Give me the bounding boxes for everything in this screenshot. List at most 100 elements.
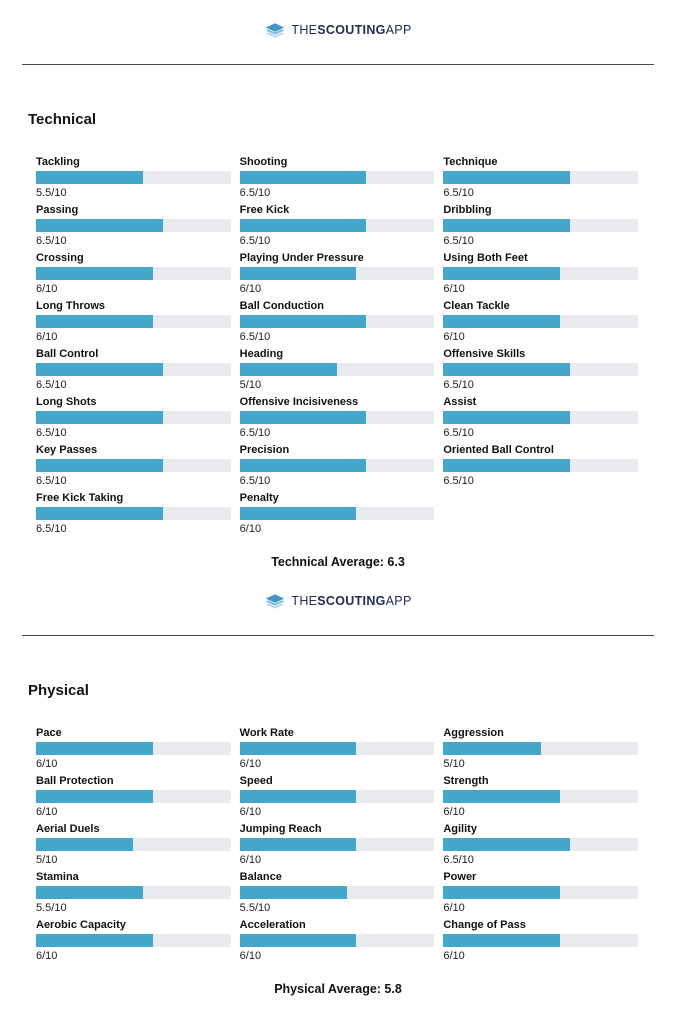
skill-label: Power [443, 871, 477, 883]
skill-bar-fill [239, 934, 357, 947]
section-title-technical: Technical [28, 111, 97, 128]
skill-bar-fill [36, 790, 153, 803]
skill-label: Key Passes [36, 444, 98, 456]
skill-value: 6.5/10 [443, 854, 474, 866]
brand-name: THESCOUTINGAPP [291, 594, 412, 608]
skill-bar-fill [239, 459, 367, 472]
skill-bar-fill [36, 507, 163, 520]
skill-bar-track [36, 742, 231, 755]
skill-row: Agility 6.5/10 [443, 822, 638, 867]
skill-label: Clean Tackle [443, 300, 510, 312]
skill-row: Ball Protection 6/10 [36, 774, 231, 819]
skill-row: Ball Control 6.5/10 [36, 347, 231, 392]
skill-value: 5/10 [239, 379, 262, 391]
skill-row: Key Passes 6.5/10 [36, 443, 231, 488]
skill-label: Stamina [36, 871, 79, 883]
skill-label: Strength [443, 775, 489, 787]
skill-label: Offensive Incisiveness [239, 396, 359, 408]
skill-bar-fill [36, 267, 153, 280]
skill-bar-fill [443, 171, 570, 184]
skill-bar-fill [443, 267, 561, 280]
skills-column: Aggression 5/10 Strength 6/10 Agility 6.5/10 P… [443, 726, 638, 966]
skill-bar-fill [443, 363, 570, 376]
skill-row: Penalty 6/10 [239, 491, 435, 536]
skill-label: Speed [239, 775, 273, 787]
skills-column: Shooting 6.5/10 Free Kick 6.5/10 Playing Und… [239, 155, 435, 539]
section-technical: Technical Tackling 5.5/10 Passing 6.5/10 Cro… [0, 111, 676, 569]
skill-row: Precision 6.5/10 [239, 443, 435, 488]
section-physical: Physical Pace 6/10 Ball Protection 6/10 Aeri… [0, 682, 676, 996]
skill-label: Penalty [239, 492, 279, 504]
skill-label: Work Rate [239, 727, 294, 739]
skill-row: Long Throws 6/10 [36, 299, 231, 344]
skill-value: 6.5/10 [443, 379, 474, 391]
skill-row: Ball Conduction 6.5/10 [239, 299, 435, 344]
skill-label: Free Kick [239, 204, 290, 216]
skill-row: Balance 5.5/10 [239, 870, 435, 915]
skill-bar-fill [36, 219, 163, 232]
skills-column: Work Rate 6/10 Speed 6/10 Jumping Reach 6/10 B… [239, 726, 435, 966]
skill-bar-track [239, 507, 435, 520]
skill-bar-track [443, 934, 638, 947]
skill-label: Assist [443, 396, 477, 408]
skill-bar-track [443, 886, 638, 899]
skill-value: 5/10 [443, 758, 465, 770]
skill-bar-fill [36, 838, 134, 851]
skill-bar-fill [36, 459, 163, 472]
skill-bar-track [36, 411, 231, 424]
skill-bar-track [443, 838, 638, 851]
skill-row: Pace 6/10 [36, 726, 231, 771]
skill-bar-track [36, 934, 231, 947]
skill-row: Assist 6.5/10 [443, 395, 638, 440]
skill-bar-fill [443, 934, 561, 947]
skill-label: Long Throws [36, 300, 106, 312]
skill-value: 6/10 [239, 523, 262, 535]
skill-value: 6/10 [443, 283, 465, 295]
skill-bar-fill [239, 886, 347, 899]
skill-label: Aerial Duels [36, 823, 100, 835]
skill-value: 6/10 [36, 950, 58, 962]
physical-skills-grid: Pace 6/10 Ball Protection 6/10 Aerial Duels 5… [36, 726, 638, 966]
skill-row: Technique 6.5/10 [443, 155, 638, 200]
skill-bar-track [443, 267, 638, 280]
skill-value: 6.5/10 [443, 427, 474, 439]
skill-bar-track [443, 219, 638, 232]
skill-bar-fill [239, 411, 367, 424]
skill-bar-track [36, 507, 231, 520]
skill-bar-fill [443, 411, 570, 424]
skill-label: Shooting [239, 156, 288, 168]
skill-row: Crossing 6/10 [36, 251, 231, 296]
skill-bar-track [239, 315, 435, 328]
skill-bar-fill [239, 171, 367, 184]
skill-bar-fill [443, 315, 561, 328]
skill-row: Using Both Feet 6/10 [443, 251, 638, 296]
app-logo-header: THESCOUTINGAPP [0, 20, 676, 40]
skill-value: 6/10 [36, 806, 58, 818]
skill-value: 6.5/10 [239, 427, 271, 439]
skill-value: 6/10 [36, 758, 58, 770]
skill-label: Ball Control [36, 348, 99, 360]
skill-row: Oriented Ball Control 6.5/10 [443, 443, 638, 488]
skill-bar-fill [36, 315, 153, 328]
skill-bar-fill [36, 411, 163, 424]
skill-bar-track [239, 267, 435, 280]
skill-bar-fill [239, 219, 367, 232]
skill-label: Dribbling [443, 204, 492, 216]
skill-row: Clean Tackle 6/10 [443, 299, 638, 344]
skill-row: Stamina 5.5/10 [36, 870, 231, 915]
skill-bar-track [239, 411, 435, 424]
skill-bar-track [36, 171, 231, 184]
skill-bar-fill [443, 838, 570, 851]
skill-label: Oriented Ball Control [443, 444, 554, 456]
skills-column: Tackling 5.5/10 Passing 6.5/10 Crossing 6/10 L… [36, 155, 231, 539]
skill-label: Crossing [36, 252, 84, 264]
skill-label: Aggression [443, 727, 504, 739]
technical-average: Technical Average: 6.3 [271, 555, 405, 569]
skill-row: Work Rate 6/10 [239, 726, 435, 771]
top-divider [22, 64, 654, 65]
skill-bar-track [239, 790, 435, 803]
skill-row: Aerial Duels 5/10 [36, 822, 231, 867]
skill-row: Shooting 6.5/10 [239, 155, 435, 200]
skill-value: 6.5/10 [36, 475, 67, 487]
